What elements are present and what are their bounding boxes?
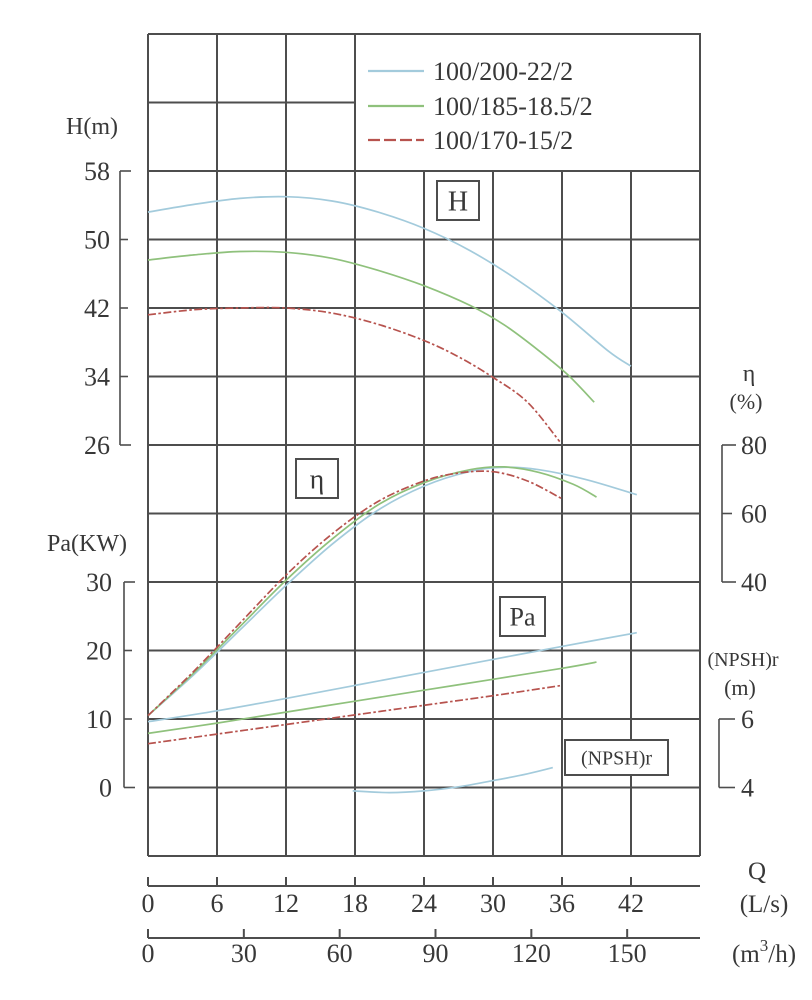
q-axis-tick-label: 18 [342,889,368,918]
q-axis-unit-label: (L/s) [740,891,789,918]
axis-eta: η(%) 80 60 40 [721,361,767,597]
curve-H-100/170-15/2 [147,306,561,443]
label-box-rect [436,180,480,221]
curve-label-box: η [295,458,339,499]
legend-item: 100/200-22/2 [368,57,573,86]
curve-label-box: (NPSH)r [564,739,669,776]
axis-title: H(m) [66,114,118,140]
axis-Pa: Pa(KW) 30 20 10 0 [47,531,135,803]
axis-tick-label: 30 [86,568,112,597]
axis-bracket [718,718,735,789]
q-axis-tick-label: 60 [327,939,353,968]
label-box-rect [499,596,546,637]
axis-tick-label: 10 [86,705,112,734]
axis-tick-label: 6 [741,705,754,734]
axis-title: Pa(KW) [47,531,127,557]
q-axis-tick-label: 0 [142,889,155,918]
axis-tick-label: 40 [741,568,767,597]
q-axis-tick-label: 0 [142,939,155,968]
q-axis-tick-label: 120 [512,939,551,968]
axis-title: (NPSH)r [707,649,778,671]
axis-tick-label: 80 [741,431,767,460]
curve-eta-100/185-18.5/2 [147,465,597,717]
legend-box [354,33,701,172]
axis-title-unit: (%) [730,389,763,414]
curve-H-100/200-22/2 [147,195,632,367]
q-axis-tick-label: 6 [211,889,224,918]
axis-bracket [119,170,131,446]
axis-tick-label: 58 [84,157,110,186]
label-box-rect [564,739,669,776]
legend-label: 100/185-18.5/2 [433,92,593,121]
curve-Pa-100/185-18.5/2 [147,661,597,735]
label-box-text: η [310,464,325,495]
axis-title: η [743,361,756,387]
axis-tick-label: 4 [741,774,754,803]
axis-tick-label: 60 [741,500,767,529]
q-axis-tick-label: 90 [423,939,449,968]
axis-H: H(m) 58 50 42 34 26 [66,114,131,460]
label-box-text: Pa [510,603,536,632]
axis-NPSH: (NPSH)r (m) 6 4 [707,649,778,803]
curve-H-100/185-18.5/2 [147,250,595,403]
curve-eta-100/200-22/2 [147,466,638,717]
label-box-text: H [448,186,468,217]
q-axis-tick-label: 36 [549,889,575,918]
legend-label: 100/170-15/2 [433,126,573,155]
curves [147,195,638,794]
q-axis-tick-label: 150 [608,939,647,968]
axis-tick-label: 34 [84,363,110,392]
q-axis-tick-label: 30 [480,889,506,918]
axis-bracket [721,444,736,583]
axis-tick-label: 42 [84,294,110,323]
axis-bracket [123,581,135,789]
curve-Pa-100/170-15/2 [147,684,563,745]
legend-label: 100/200-22/2 [433,57,573,86]
curve-label-box: H [436,180,480,221]
label-box-text: (NPSH)r [581,748,652,770]
label-box-rect [295,458,339,499]
axis-tick-label: 0 [99,774,112,803]
q-axis-tick-label: 42 [618,889,644,918]
q-axis-tick-label: 12 [273,889,299,918]
q-axis-Ls: 0 6 12 18 24 30 36 42 (L/s) [142,877,789,918]
legend-item: 100/170-15/2 [368,126,573,155]
curve-eta-100/170-15/2 [147,470,563,717]
curve-label-box: Pa [499,596,546,637]
axis-tick-label: 26 [84,431,110,460]
q-axis-tick-label: 24 [411,889,437,918]
legend-item: 100/185-18.5/2 [368,92,593,121]
q-axis-m3h: 0 30 60 90 120 150 (m3/h) [142,929,796,968]
axis-tick-label: 50 [84,226,110,255]
curve-Pa-100/200-22/2 [147,631,637,723]
curve-NPSH-100/200-22/2 [352,766,554,794]
q-axis-tick-label: 30 [231,939,257,968]
q-axis-name: Q [748,858,766,885]
axis-title-unit: (m) [724,675,756,700]
axis-tick-label: 20 [86,637,112,666]
q-axis-unit-label: (m3/h) [732,936,796,968]
